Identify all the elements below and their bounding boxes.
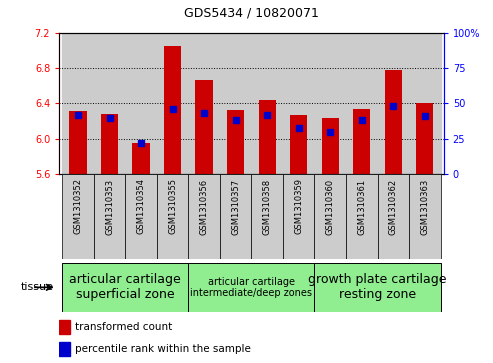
Bar — [133, 143, 150, 174]
Bar — [220, 33, 251, 174]
Text: GSM1310356: GSM1310356 — [200, 179, 209, 234]
Bar — [196, 81, 213, 174]
Text: GSM1310353: GSM1310353 — [105, 179, 114, 234]
Bar — [416, 103, 433, 174]
Bar — [125, 174, 157, 259]
Bar — [125, 33, 157, 174]
Text: GSM1310352: GSM1310352 — [73, 179, 82, 234]
Bar — [101, 114, 118, 174]
Bar — [157, 174, 188, 259]
Bar — [409, 174, 441, 259]
Bar — [283, 174, 315, 259]
Bar — [251, 174, 283, 259]
Text: GSM1310360: GSM1310360 — [326, 179, 335, 234]
Bar — [315, 174, 346, 259]
Bar — [346, 33, 378, 174]
Bar — [188, 33, 220, 174]
Bar — [94, 174, 125, 259]
Bar — [94, 33, 125, 174]
Bar — [346, 174, 378, 259]
Bar — [62, 263, 188, 312]
Bar — [62, 33, 94, 174]
Bar — [164, 46, 181, 174]
Bar — [385, 70, 402, 174]
Bar — [409, 33, 441, 174]
Bar — [220, 174, 251, 259]
Bar — [62, 174, 94, 259]
Text: growth plate cartilage
resting zone: growth plate cartilage resting zone — [308, 273, 447, 301]
Bar — [70, 110, 87, 174]
Bar — [227, 110, 245, 174]
Bar — [251, 33, 283, 174]
Bar — [157, 33, 188, 174]
Text: GSM1310362: GSM1310362 — [389, 179, 398, 234]
Bar — [188, 174, 220, 259]
Text: GSM1310361: GSM1310361 — [357, 179, 366, 234]
Bar — [315, 263, 441, 312]
Text: tissue: tissue — [21, 282, 54, 292]
Text: GSM1310355: GSM1310355 — [168, 179, 177, 234]
Bar — [59, 320, 70, 334]
Text: percentile rank within the sample: percentile rank within the sample — [75, 343, 251, 354]
Bar — [353, 109, 370, 174]
Text: GSM1310359: GSM1310359 — [294, 179, 303, 234]
Text: transformed count: transformed count — [75, 322, 173, 332]
Bar — [188, 263, 315, 312]
Bar — [258, 100, 276, 174]
Bar — [283, 33, 315, 174]
Bar — [290, 115, 307, 174]
Bar — [378, 174, 409, 259]
Bar — [315, 33, 346, 174]
Bar — [59, 342, 70, 355]
Text: articular cartilage
superficial zone: articular cartilage superficial zone — [70, 273, 181, 301]
Text: GSM1310358: GSM1310358 — [263, 179, 272, 234]
Text: GSM1310354: GSM1310354 — [137, 179, 145, 234]
Bar — [378, 33, 409, 174]
Text: GSM1310357: GSM1310357 — [231, 179, 240, 234]
Bar — [321, 118, 339, 174]
Text: articular cartilage
intermediate/deep zones: articular cartilage intermediate/deep zo… — [190, 277, 313, 298]
Text: GSM1310363: GSM1310363 — [421, 179, 429, 235]
Text: GDS5434 / 10820071: GDS5434 / 10820071 — [184, 7, 319, 20]
